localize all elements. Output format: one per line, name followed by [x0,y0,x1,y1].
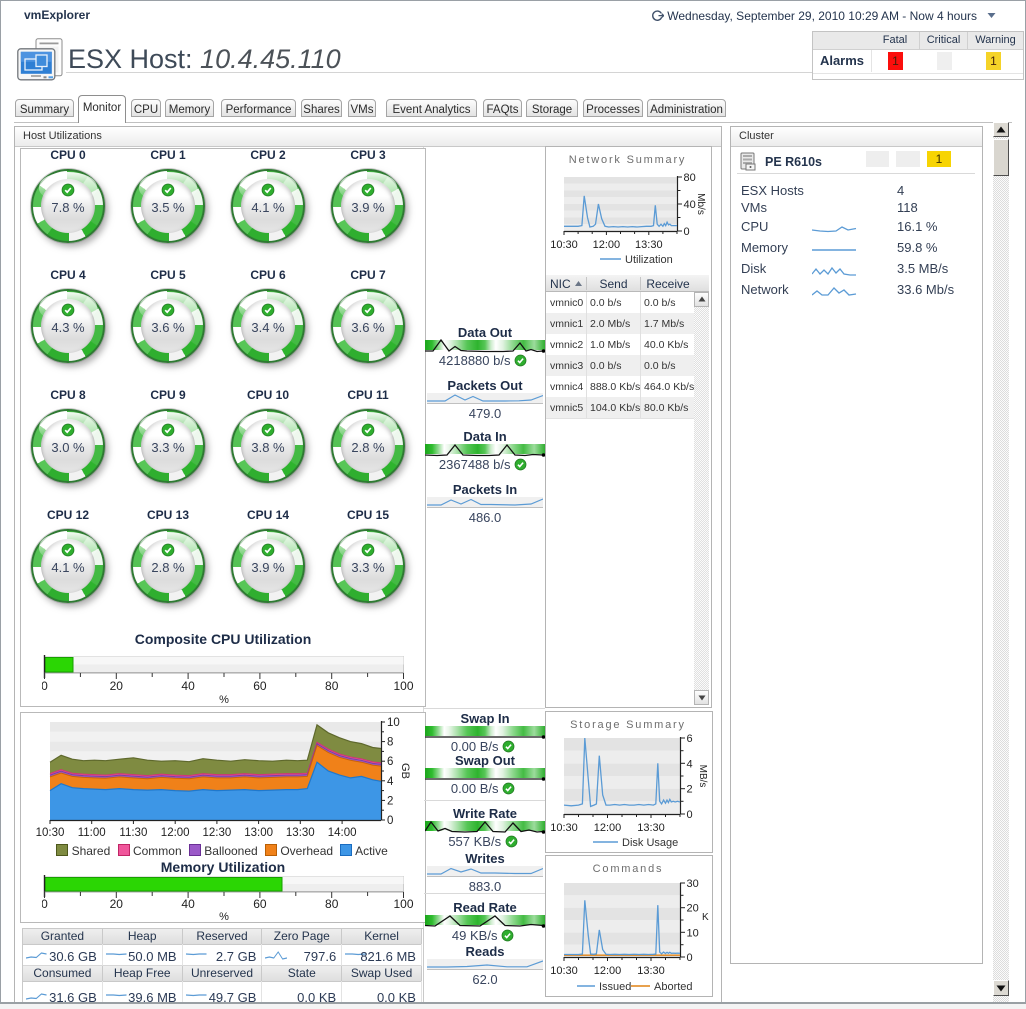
svg-text:10:30: 10:30 [36,827,65,839]
svg-text:0: 0 [387,815,393,827]
svg-text:20: 20 [687,903,699,915]
svg-text:Mb/s: Mb/s [695,193,706,215]
svg-text:0: 0 [684,226,690,238]
svg-text:30: 30 [687,878,699,890]
svg-text:8: 8 [387,737,393,749]
svg-text:0: 0 [687,809,693,821]
svg-text:10: 10 [387,717,400,729]
svg-text:80: 80 [684,172,696,184]
svg-text:0: 0 [42,897,48,911]
svg-text:10:30: 10:30 [550,822,578,834]
svg-text:Utilization: Utilization [625,254,673,266]
svg-text:12:30: 12:30 [203,827,232,839]
svg-text:13:00: 13:00 [244,827,273,839]
svg-text:80: 80 [325,897,339,911]
svg-text:GB: GB [399,763,411,779]
svg-text:40: 40 [181,679,195,693]
svg-text:12:00: 12:00 [594,822,622,834]
svg-text:6: 6 [687,733,693,745]
svg-text:11:30: 11:30 [119,827,147,839]
svg-text:20: 20 [110,679,124,693]
svg-text:13:30: 13:30 [286,827,315,839]
svg-text:13:30: 13:30 [635,239,663,251]
svg-text:80: 80 [325,679,339,693]
svg-text:MB/s: MB/s [697,765,708,788]
svg-text:4: 4 [687,758,693,770]
svg-text:%: % [219,911,229,920]
svg-text:12:00: 12:00 [594,965,622,977]
svg-text:14:00: 14:00 [328,827,357,839]
svg-text:0: 0 [687,952,693,964]
svg-text:13:30: 13:30 [637,822,665,834]
svg-text:20: 20 [110,897,124,911]
svg-text:2: 2 [387,795,393,807]
svg-text:4: 4 [387,776,394,788]
svg-text:100: 100 [393,897,413,911]
svg-text:0: 0 [42,679,48,693]
svg-text:2: 2 [687,784,693,796]
svg-text:60: 60 [253,897,267,911]
svg-text:11:00: 11:00 [78,827,106,839]
svg-text:10: 10 [687,927,699,939]
svg-text:12:00: 12:00 [593,239,621,251]
svg-text:6: 6 [387,756,393,768]
svg-text:10:30: 10:30 [550,965,578,977]
svg-text:Disk Usage: Disk Usage [622,837,678,849]
svg-text:Aborted: Aborted [654,981,693,993]
svg-text:K: K [702,912,709,923]
svg-text:100: 100 [393,679,413,693]
svg-text:Issued: Issued [599,981,631,993]
svg-text:40: 40 [684,199,696,211]
svg-text:40: 40 [181,897,195,911]
svg-text:12:00: 12:00 [161,827,190,839]
svg-text:%: % [219,694,229,704]
svg-text:60: 60 [253,679,267,693]
svg-text:13:30: 13:30 [637,965,665,977]
svg-text:10:30: 10:30 [550,239,578,251]
